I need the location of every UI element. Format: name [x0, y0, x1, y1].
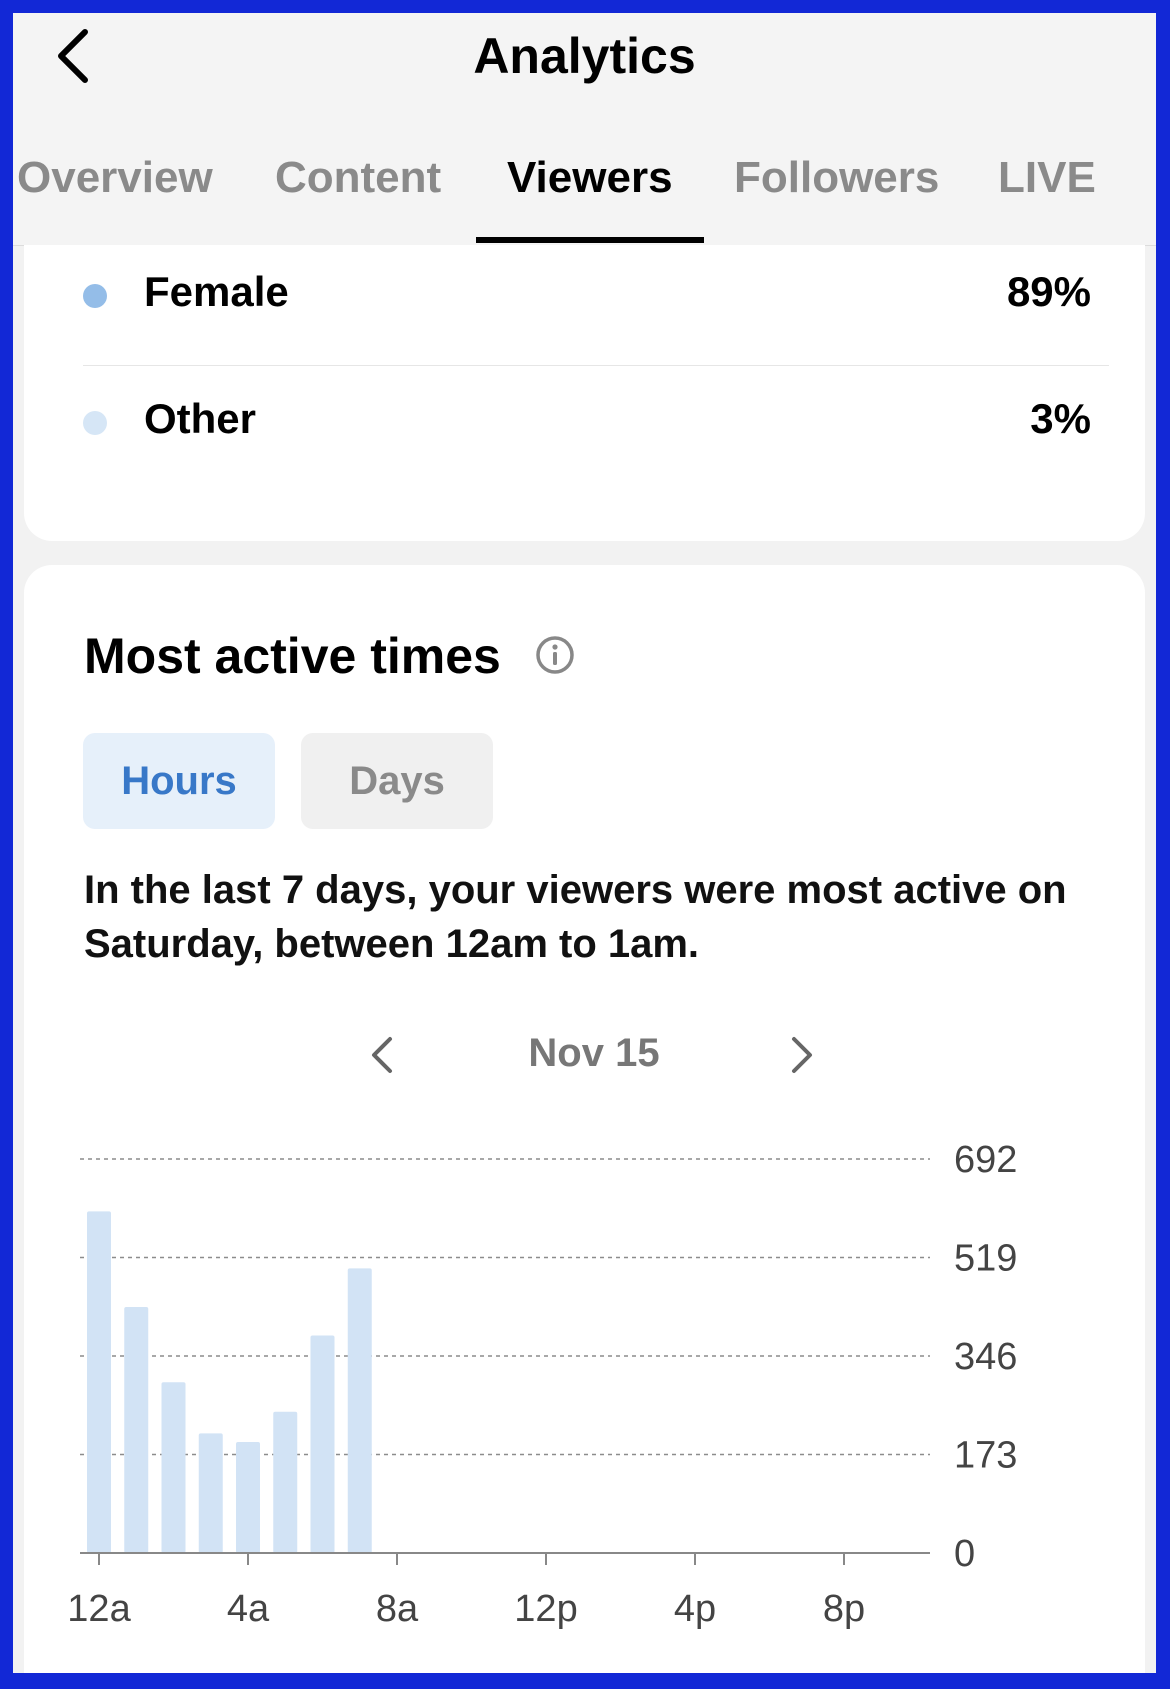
x-tick-label: 12p	[514, 1588, 577, 1630]
x-tick-label: 4a	[227, 1588, 270, 1630]
gender-card: Female 89% Other 3%	[24, 245, 1145, 541]
x-tick-label: 8p	[823, 1588, 865, 1630]
legend-dot-other	[83, 411, 107, 435]
tab-overview[interactable]: Overview	[17, 153, 213, 202]
x-tick-label: 4p	[674, 1588, 716, 1630]
tab-live[interactable]: LIVE	[998, 153, 1096, 202]
chevron-left-icon	[372, 1037, 392, 1073]
bar-2a	[161, 1382, 186, 1553]
tab-followers[interactable]: Followers	[734, 153, 940, 202]
most-active-times-card: Most active times Hours Days In the last…	[24, 565, 1145, 1673]
tab-viewers[interactable]: Viewers	[507, 153, 673, 202]
legend-dot-female	[83, 284, 107, 308]
section-title: Most active times	[84, 628, 501, 684]
bar-3a	[198, 1433, 223, 1553]
chevron-left-icon	[58, 29, 88, 83]
tab-content[interactable]: Content	[275, 153, 442, 202]
y-tick-label: 0	[954, 1533, 975, 1575]
activity-summary-text: In the last 7 days, your viewers were mo…	[84, 868, 1067, 966]
x-tick-label: 12a	[67, 1588, 131, 1630]
tab-bar: Overview Content Viewers Followers LIVE	[13, 153, 1156, 245]
gender-row-female: Female 89%	[24, 256, 1145, 336]
bar-12a	[87, 1211, 111, 1553]
bar-5a	[273, 1411, 298, 1553]
current-date-label: Nov 15	[528, 1031, 660, 1075]
days-toggle-button[interactable]: Days	[301, 733, 493, 829]
page-title: Analytics	[473, 28, 696, 84]
bar-6a	[310, 1335, 335, 1553]
y-tick-label: 519	[954, 1238, 1017, 1280]
gender-value: 89%	[1006, 268, 1091, 315]
gender-value: 3%	[1030, 395, 1091, 442]
gender-label: Female	[144, 268, 289, 315]
gender-label: Other	[144, 395, 257, 442]
next-date-button[interactable]	[777, 1025, 827, 1085]
y-tick-label: 173	[954, 1435, 1017, 1477]
hours-bar-chart: 692 519 346 173 0 12a 4a 8a 12p 4p 8p	[67, 1139, 1017, 1630]
app-frame: Analytics Overview Content Viewers Follo…	[13, 13, 1156, 1673]
date-navigator: Nov 15	[24, 1025, 1145, 1085]
back-button[interactable]	[43, 21, 103, 91]
bar-7a	[347, 1268, 372, 1553]
bar-4a	[236, 1441, 260, 1553]
app-header: Analytics Overview Content Viewers Follo…	[13, 13, 1156, 246]
divider	[83, 365, 1109, 366]
active-tab-indicator	[476, 237, 704, 243]
x-tick-label: 8a	[376, 1588, 419, 1630]
hours-toggle-button[interactable]: Hours	[83, 733, 275, 829]
previous-date-button[interactable]	[357, 1025, 407, 1085]
bar-1a	[124, 1307, 149, 1553]
chevron-right-icon	[792, 1037, 812, 1073]
gender-row-other: Other 3%	[24, 383, 1145, 463]
y-tick-label: 692	[954, 1139, 1017, 1181]
y-tick-label: 346	[954, 1336, 1017, 1378]
info-circle-icon[interactable]	[535, 635, 575, 675]
